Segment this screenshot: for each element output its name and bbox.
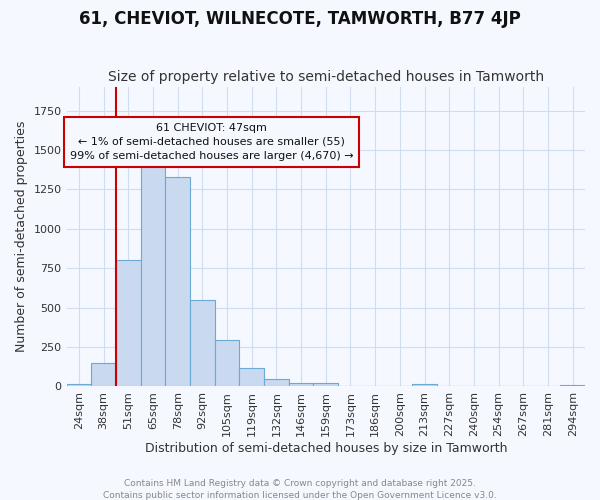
Bar <box>313 384 338 386</box>
Bar <box>91 363 116 386</box>
Bar <box>140 166 165 386</box>
Y-axis label: Number of semi-detached properties: Number of semi-detached properties <box>15 121 28 352</box>
Bar <box>560 385 585 386</box>
Bar <box>165 177 190 386</box>
Text: 61, CHEVIOT, WILNECOTE, TAMWORTH, B77 4JP: 61, CHEVIOT, WILNECOTE, TAMWORTH, B77 4J… <box>79 10 521 28</box>
Bar <box>412 384 437 386</box>
Bar <box>264 378 289 386</box>
Text: 61 CHEVIOT: 47sqm
← 1% of semi-detached houses are smaller (55)
99% of semi-deta: 61 CHEVIOT: 47sqm ← 1% of semi-detached … <box>70 123 353 161</box>
Title: Size of property relative to semi-detached houses in Tamworth: Size of property relative to semi-detach… <box>108 70 544 85</box>
Bar <box>239 368 264 386</box>
Bar <box>289 384 313 386</box>
X-axis label: Distribution of semi-detached houses by size in Tamworth: Distribution of semi-detached houses by … <box>145 442 507 455</box>
Bar <box>190 300 215 386</box>
Bar <box>67 384 91 386</box>
Bar <box>215 340 239 386</box>
Bar <box>116 260 140 386</box>
Text: Contains HM Land Registry data © Crown copyright and database right 2025.
Contai: Contains HM Land Registry data © Crown c… <box>103 478 497 500</box>
